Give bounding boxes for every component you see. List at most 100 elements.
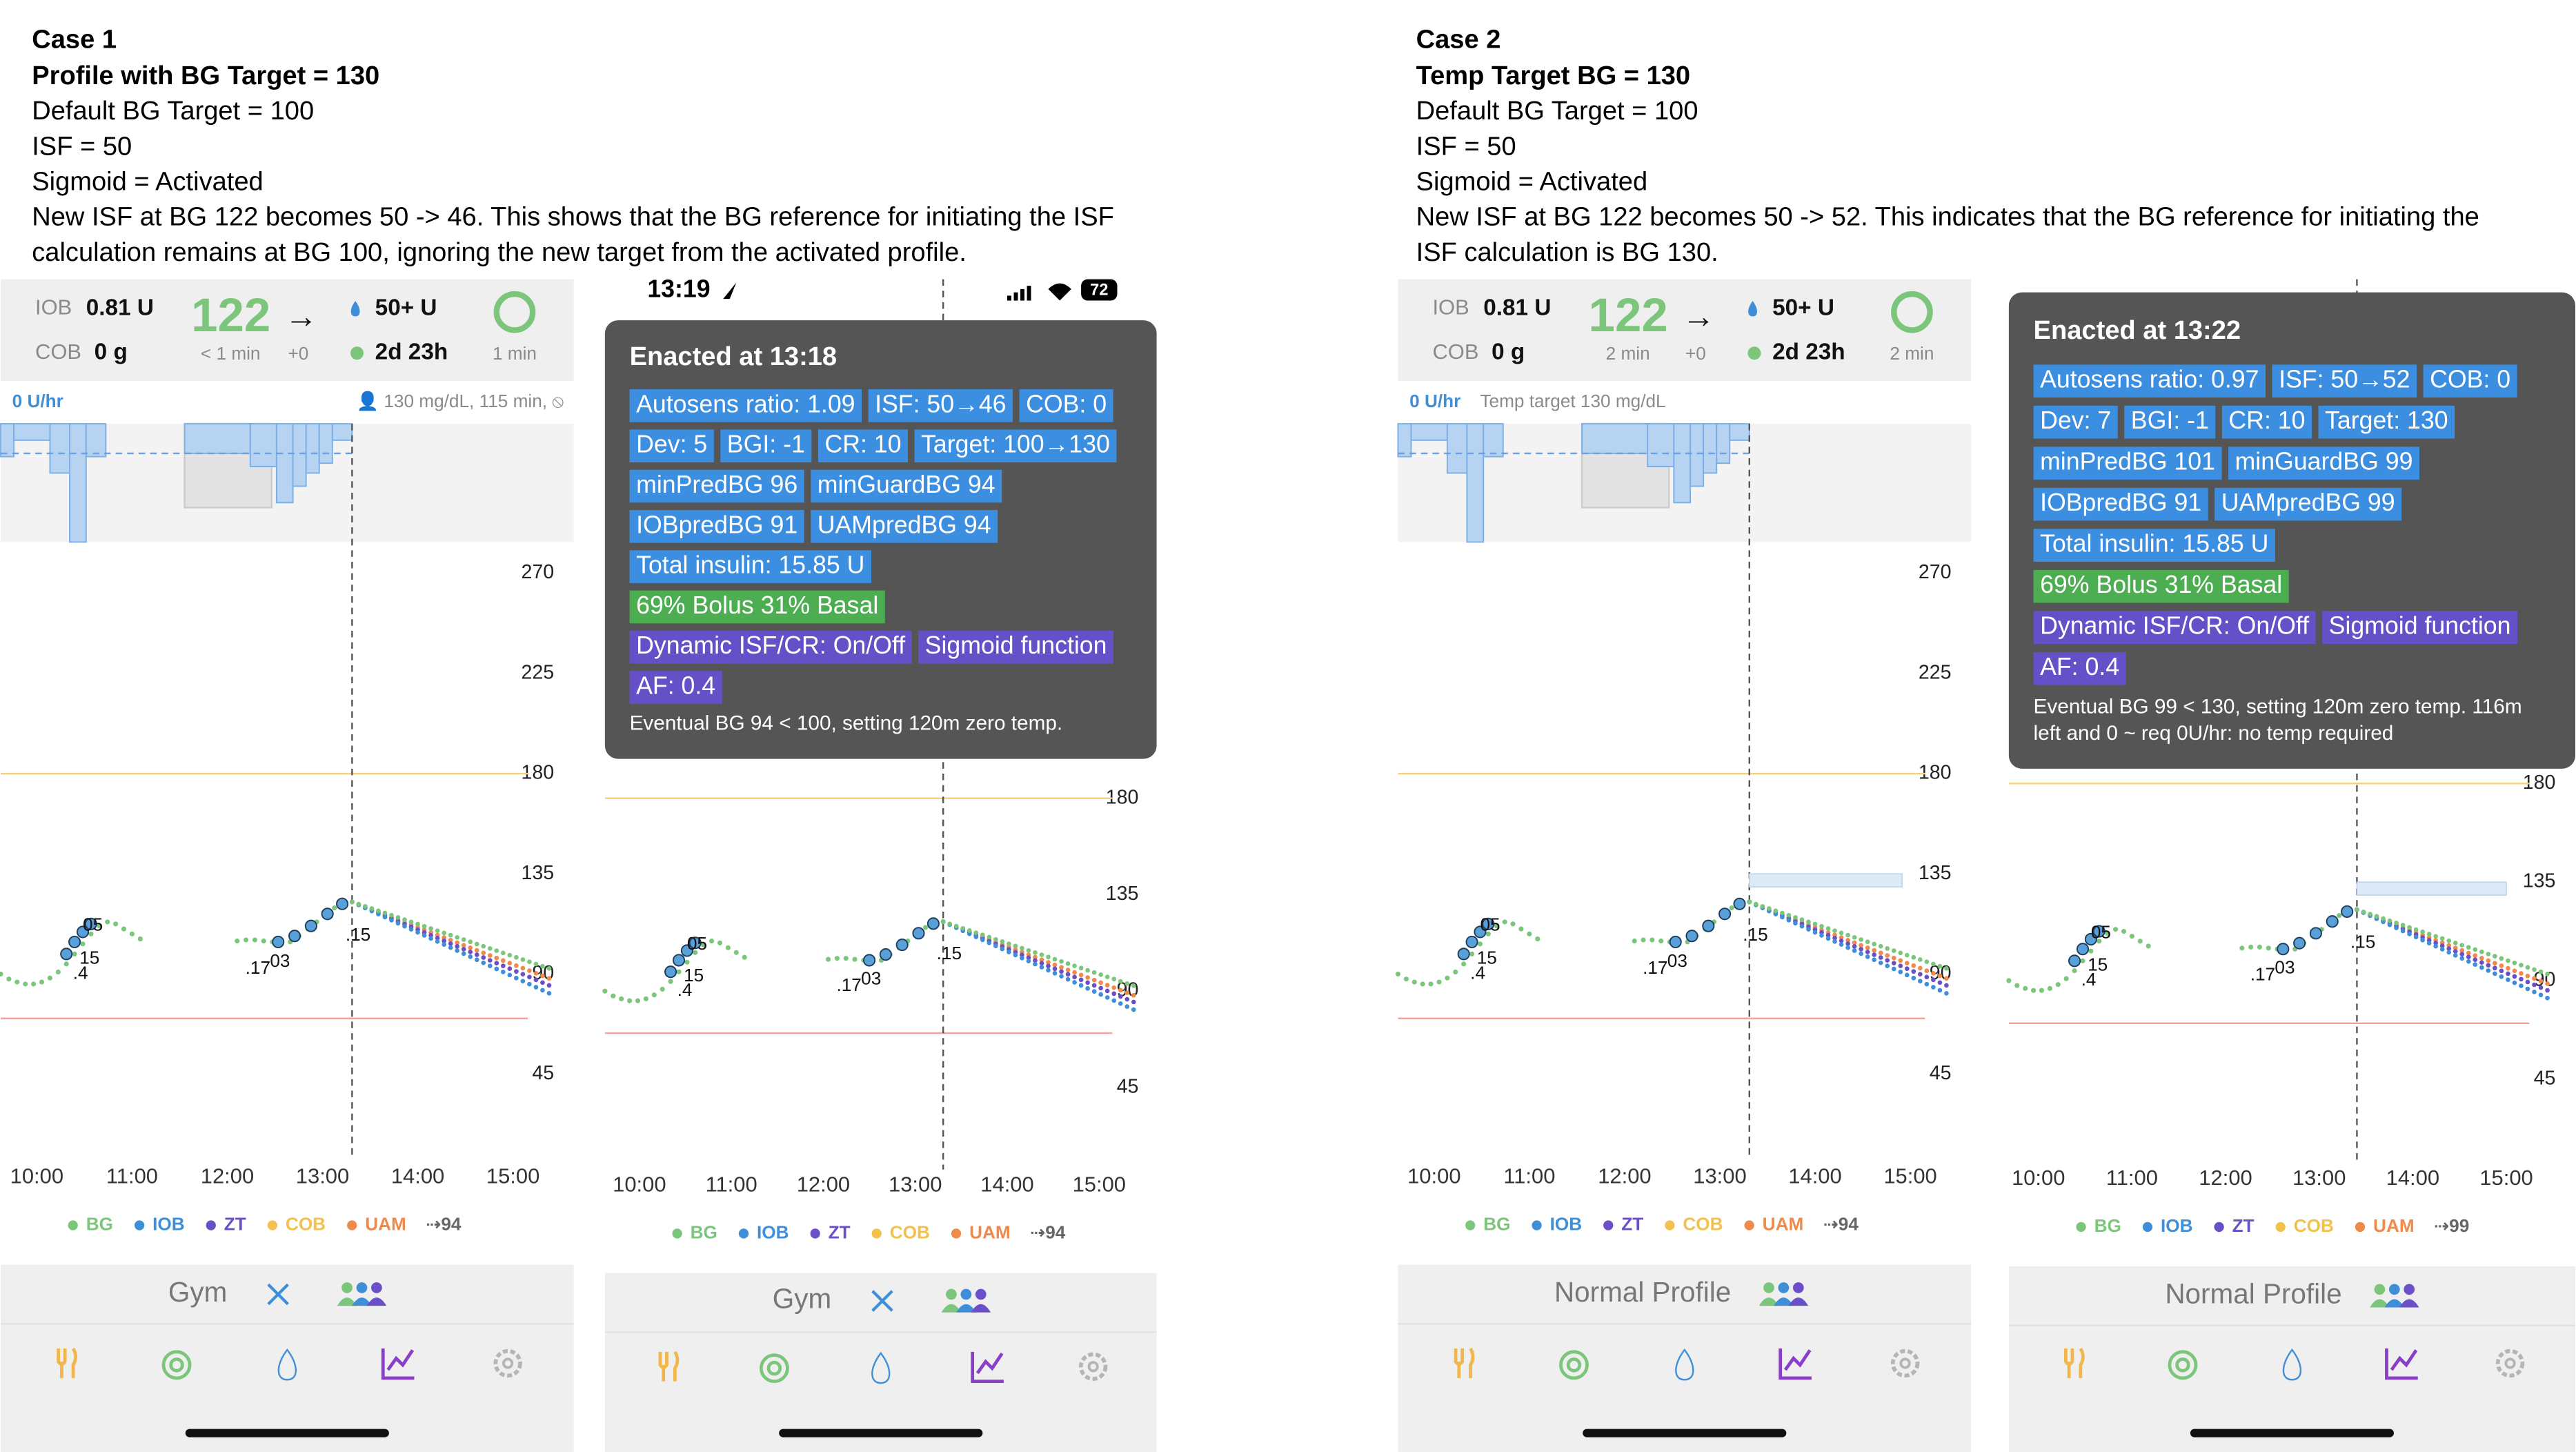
case-line: Sigmoid = Activated [32,167,264,196]
prediction-dot [1026,955,1031,961]
temp-target-band [2356,881,2507,896]
legend-dot [1465,1220,1476,1230]
tab-targets[interactable] [759,1353,789,1384]
bg-dot [2088,948,2094,954]
profile-name[interactable]: Normal Profile [1554,1276,1731,1308]
point-label: .4 [677,979,693,1000]
prediction-dot [1033,958,1038,963]
prediction-dot [487,963,493,968]
bg-dot [121,926,127,932]
prediction-dot [2493,965,2497,971]
point-label: .15 [2350,932,2375,952]
x-axis-label: 12:00 [2199,1166,2252,1190]
popup-reason: Eventual BG 94 < 100, setting 120m zero … [630,712,1063,734]
prediction-dot [1104,983,1110,988]
prediction-dot [1812,921,1818,927]
prediction-dot [520,979,526,983]
prediction-dot [1078,965,1084,971]
tab-carbs[interactable] [57,1347,77,1378]
prediction-dot [1799,923,1805,929]
bg-dot [1527,931,1532,936]
point-label: 15 [79,948,99,968]
prediction-dot [1839,942,1844,948]
prediction-dot [2486,963,2491,968]
prediction-dot [2426,941,2432,946]
tab-carbs[interactable] [658,1351,680,1382]
tab-chart[interactable] [2385,1348,2418,1380]
tab-chart[interactable] [1779,1348,1812,1380]
bg-dot [2097,939,2102,944]
people-head [356,1282,368,1293]
prediction-dot [2538,979,2544,983]
bg-dot [113,921,119,927]
x-axis-label: 11:00 [106,1164,158,1188]
prediction-dot [1786,912,1792,918]
prediction-dot [527,981,532,987]
prediction-dot [2446,938,2452,943]
basal-bar [13,423,51,441]
reservoir: 50+ U [375,295,437,320]
bg-value: 122 [191,288,270,342]
basal-bar [1690,423,1705,487]
x-axis-label: 12:00 [797,1173,850,1197]
prediction-dot [2532,982,2537,988]
tab-targets[interactable] [2168,1350,2198,1380]
popup-tag-text: UAMpredBG 99 [2221,489,2395,516]
tab-settings[interactable] [2495,1348,2525,1378]
prediction-dot [428,926,433,931]
tab-chart[interactable] [971,1351,1004,1384]
prediction-dot [1872,952,1877,957]
prediction-dot [474,948,479,953]
prediction-dot [2479,949,2484,954]
popup-tag-text: ISF: 50→46 [875,390,1006,418]
profile-name[interactable]: Normal Profile [2165,1278,2341,1310]
prediction-dot [1786,918,1792,923]
tab-targets[interactable] [161,1350,192,1380]
popup-tag-text: COB: 0 [1026,390,1107,418]
point-label: .4 [2081,969,2097,990]
prediction-dot [468,939,473,945]
tab-settings[interactable] [1078,1352,1108,1381]
bg-reading [1702,919,1715,932]
prediction-dot [546,976,552,981]
prediction-dot [2374,914,2379,919]
prediction-dot [1124,997,1130,1002]
bg-dot [635,998,641,1003]
prediction-dot [2466,959,2471,964]
cancel-icon[interactable] [267,1283,289,1306]
prediction-dot [1020,952,1024,958]
prediction-dot [382,910,388,916]
prediction-dot [1780,910,1785,916]
profile-name[interactable]: Gym [168,1276,227,1308]
bottom-bar [1,1264,574,1452]
prediction-dot [1013,952,1018,958]
bottom-bar [2008,1266,2575,1452]
popup-tag [2423,364,2517,398]
tab-chart[interactable] [381,1348,415,1380]
legend-label: ⇢99 [2434,1215,2469,1236]
tab-settings[interactable] [493,1348,522,1378]
case-line: Default BG Target = 100 [1416,97,1698,126]
bg-reading [2068,954,2081,968]
bg-dot [2105,930,2110,936]
profile-name[interactable]: Gym [773,1283,831,1315]
prediction-dot [1111,991,1117,997]
x-axis-label: 10:00 [613,1173,666,1197]
basal-bar [1716,423,1731,464]
bg-dot [1658,938,1664,944]
tab-carbs[interactable] [2064,1347,2085,1378]
bg-dot [2072,968,2077,974]
prediction-dot [2387,922,2392,928]
prediction-dot [2493,954,2497,959]
bg-reading [321,908,334,921]
bg-dot [725,945,731,950]
legend-dot [1532,1220,1542,1230]
tab-settings[interactable] [1890,1348,1920,1378]
tab-targets[interactable] [1559,1350,1589,1380]
cancel-icon[interactable] [871,1290,893,1312]
prediction-dot [1937,988,1943,993]
prediction-dot [2493,971,2497,977]
prediction-dot [435,928,440,933]
tab-carbs[interactable] [1454,1347,1475,1378]
basal-bar [318,423,333,464]
